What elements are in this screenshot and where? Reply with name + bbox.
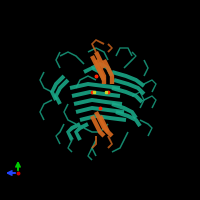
- Polygon shape: [115, 47, 133, 56]
- Polygon shape: [75, 75, 96, 88]
- Polygon shape: [111, 70, 145, 88]
- Polygon shape: [123, 51, 137, 69]
- Polygon shape: [55, 52, 61, 68]
- Polygon shape: [94, 111, 110, 134]
- Polygon shape: [115, 110, 142, 127]
- Polygon shape: [70, 82, 120, 90]
- Polygon shape: [91, 39, 104, 52]
- Polygon shape: [39, 72, 52, 93]
- Polygon shape: [94, 51, 106, 69]
- Polygon shape: [90, 55, 106, 81]
- Polygon shape: [113, 78, 145, 95]
- Polygon shape: [143, 60, 149, 76]
- Polygon shape: [111, 86, 143, 103]
- Polygon shape: [76, 106, 124, 114]
- Polygon shape: [74, 98, 122, 106]
- Polygon shape: [60, 51, 85, 65]
- Polygon shape: [112, 132, 129, 153]
- Polygon shape: [107, 136, 113, 149]
- Polygon shape: [140, 119, 153, 136]
- Polygon shape: [144, 79, 157, 92]
- Polygon shape: [87, 148, 93, 161]
- Polygon shape: [80, 114, 126, 122]
- Polygon shape: [83, 66, 106, 81]
- Polygon shape: [72, 90, 120, 98]
- Polygon shape: [91, 140, 97, 156]
- Polygon shape: [63, 104, 76, 125]
- Polygon shape: [91, 136, 97, 149]
- Polygon shape: [74, 122, 89, 141]
- Polygon shape: [39, 99, 52, 120]
- Polygon shape: [107, 43, 113, 53]
- Polygon shape: [111, 102, 138, 119]
- Polygon shape: [132, 91, 145, 108]
- Polygon shape: [67, 140, 73, 153]
- Polygon shape: [54, 79, 69, 105]
- Polygon shape: [144, 95, 157, 108]
- Polygon shape: [88, 47, 109, 60]
- Polygon shape: [98, 115, 114, 138]
- Polygon shape: [91, 62, 114, 77]
- Polygon shape: [55, 124, 65, 144]
- Polygon shape: [50, 75, 65, 101]
- Polygon shape: [94, 59, 106, 84]
- Polygon shape: [66, 122, 81, 141]
- Polygon shape: [90, 115, 106, 138]
- Polygon shape: [102, 59, 114, 84]
- Polygon shape: [84, 123, 109, 133]
